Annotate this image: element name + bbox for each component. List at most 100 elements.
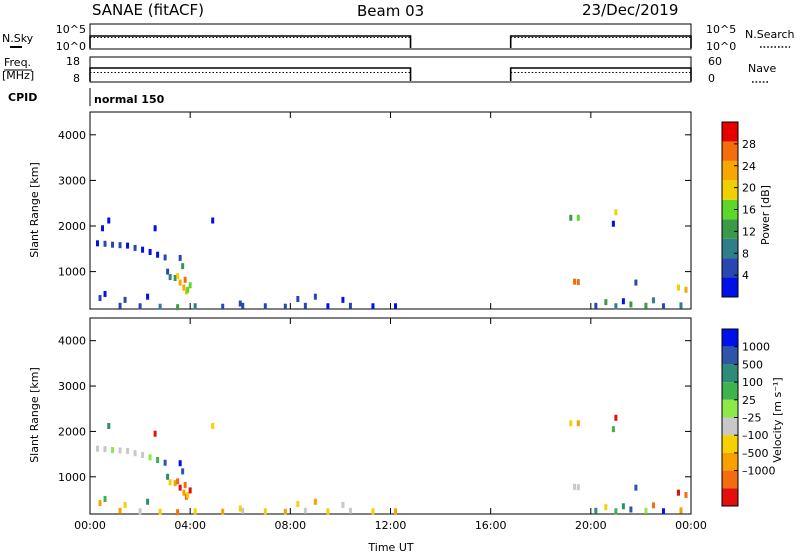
velocity-point-56	[684, 491, 688, 498]
power-point-4	[126, 242, 130, 249]
power-colorbar-label-6: 28	[742, 138, 756, 151]
velocity-colorbar-cell-9	[722, 488, 738, 506]
beam-title: Beam 03	[357, 2, 424, 20]
velocity-point-4	[126, 447, 130, 454]
velocity-point-63	[604, 504, 608, 511]
power-point-8	[156, 251, 160, 258]
nsky-label: N.Sky	[2, 32, 34, 45]
power-point-5	[133, 244, 137, 251]
power-point-6	[141, 246, 145, 253]
velocity-xtick-label-3: 12:00	[375, 519, 407, 532]
power-point-24	[211, 217, 215, 224]
power-point-38	[283, 303, 287, 310]
velocity-point-54	[651, 502, 655, 509]
power-point-30	[118, 302, 122, 309]
power-point-21	[178, 254, 182, 261]
power-point-59	[614, 303, 618, 310]
power-point-48	[569, 214, 573, 221]
power-marks	[96, 209, 688, 311]
power-point-20	[181, 263, 185, 270]
velocity-ytick-label-3: 4000	[58, 335, 86, 348]
power-ytick-label-1: 2000	[58, 220, 86, 233]
power-point-14	[173, 274, 177, 281]
power-colorbar-label-1: 8	[742, 247, 749, 260]
velocity-colorbar-cell-6	[722, 435, 738, 453]
velocity-point-55	[676, 489, 680, 496]
velocity-xtick-label-6: 00:00	[675, 519, 707, 532]
freq-ytick-bottom: 8	[73, 72, 80, 85]
power-ytick-label-2: 3000	[58, 174, 86, 187]
velocity-colorbar-label-0: 1000	[742, 341, 770, 354]
power-point-33	[176, 304, 180, 311]
power-point-17	[182, 284, 186, 291]
nsky-ytick-top: 10^5	[56, 23, 86, 36]
velocity-point-28	[146, 498, 150, 505]
velocity-colorbar-cell-5	[722, 417, 738, 436]
velocity-point-22	[188, 487, 192, 494]
date-title: 23/Dec/2019	[582, 1, 678, 19]
power-colorbar-cell-2	[722, 238, 738, 259]
nsky-ytick-bottom: 10^0	[56, 40, 86, 53]
velocity-point-33	[193, 508, 197, 515]
power-point-41	[348, 302, 352, 309]
power-point-49	[576, 214, 580, 221]
velocity-point-32	[176, 509, 180, 516]
power-point-34	[193, 303, 197, 310]
velocity-point-12	[168, 479, 172, 486]
power-point-61	[644, 302, 648, 309]
velocity-point-3	[118, 447, 122, 454]
velocity-ytick-label-2: 3000	[58, 380, 86, 393]
velocity-marks	[96, 414, 688, 516]
velocity-colorbar-cell-1	[722, 346, 738, 365]
velocity-point-18	[186, 491, 190, 498]
velocity-colorbar: 1000 500 100 25 –25 –100 –500 –1000	[721, 328, 776, 507]
freq-units-label: [MHz]	[2, 69, 34, 82]
power-point-26	[98, 295, 102, 302]
velocity-colorbar-label-7: –1000	[742, 465, 776, 478]
velocity-panel-frame	[89, 317, 692, 515]
power-panel-frame	[89, 111, 692, 310]
velocity-point-5	[133, 450, 137, 457]
velocity-point-42	[394, 508, 398, 515]
velocity-xtick-label-5: 20:00	[575, 519, 607, 532]
power-colorbar-label-4: 20	[742, 182, 756, 195]
velocity-point-51	[614, 414, 618, 421]
freq-label: Freq.	[4, 56, 31, 69]
velocity-colorbar-label-3: 25	[742, 394, 756, 407]
power-point-64	[604, 299, 608, 306]
velocity-point-59	[629, 506, 633, 513]
velocity-point-9	[163, 459, 167, 466]
freq-trace-0	[89, 67, 412, 81]
power-x-ticks	[89, 112, 692, 309]
power-point-54	[634, 279, 638, 286]
velocity-point-35	[241, 507, 245, 514]
velocity-point-45	[341, 501, 345, 508]
velocity-point-43	[296, 501, 300, 508]
power-y-axis: 1000 2000 3000 4000	[58, 129, 691, 279]
power-colorbar-cell-6	[722, 160, 738, 181]
power-point-55	[651, 297, 655, 304]
power-colorbar-cell-3	[722, 219, 738, 239]
velocity-point-8	[156, 457, 160, 464]
velocity-colorbar-cell-4	[722, 399, 738, 418]
velocity-point-52	[611, 426, 615, 433]
power-point-44	[296, 295, 300, 302]
nave-ytick-top: 60	[708, 55, 722, 68]
power-point-11	[107, 217, 111, 224]
power-point-43	[394, 303, 398, 310]
velocity-point-47	[569, 420, 573, 427]
freq-traces	[89, 67, 692, 81]
power-point-2	[111, 241, 115, 248]
nsky-trace-1	[509, 35, 692, 48]
power-point-31	[138, 303, 142, 310]
power-point-10	[101, 225, 105, 232]
power-ytick-label-0: 1000	[58, 266, 86, 279]
velocity-x-ticks: 00:00 04:00 08:00 12:00 16:00 20:00 00:00	[74, 318, 707, 532]
velocity-point-37	[283, 508, 287, 515]
velocity-point-7	[148, 454, 152, 461]
power-point-16	[178, 279, 182, 286]
velocity-point-58	[614, 508, 618, 515]
power-point-13	[168, 274, 172, 281]
velocity-point-40	[348, 507, 352, 514]
